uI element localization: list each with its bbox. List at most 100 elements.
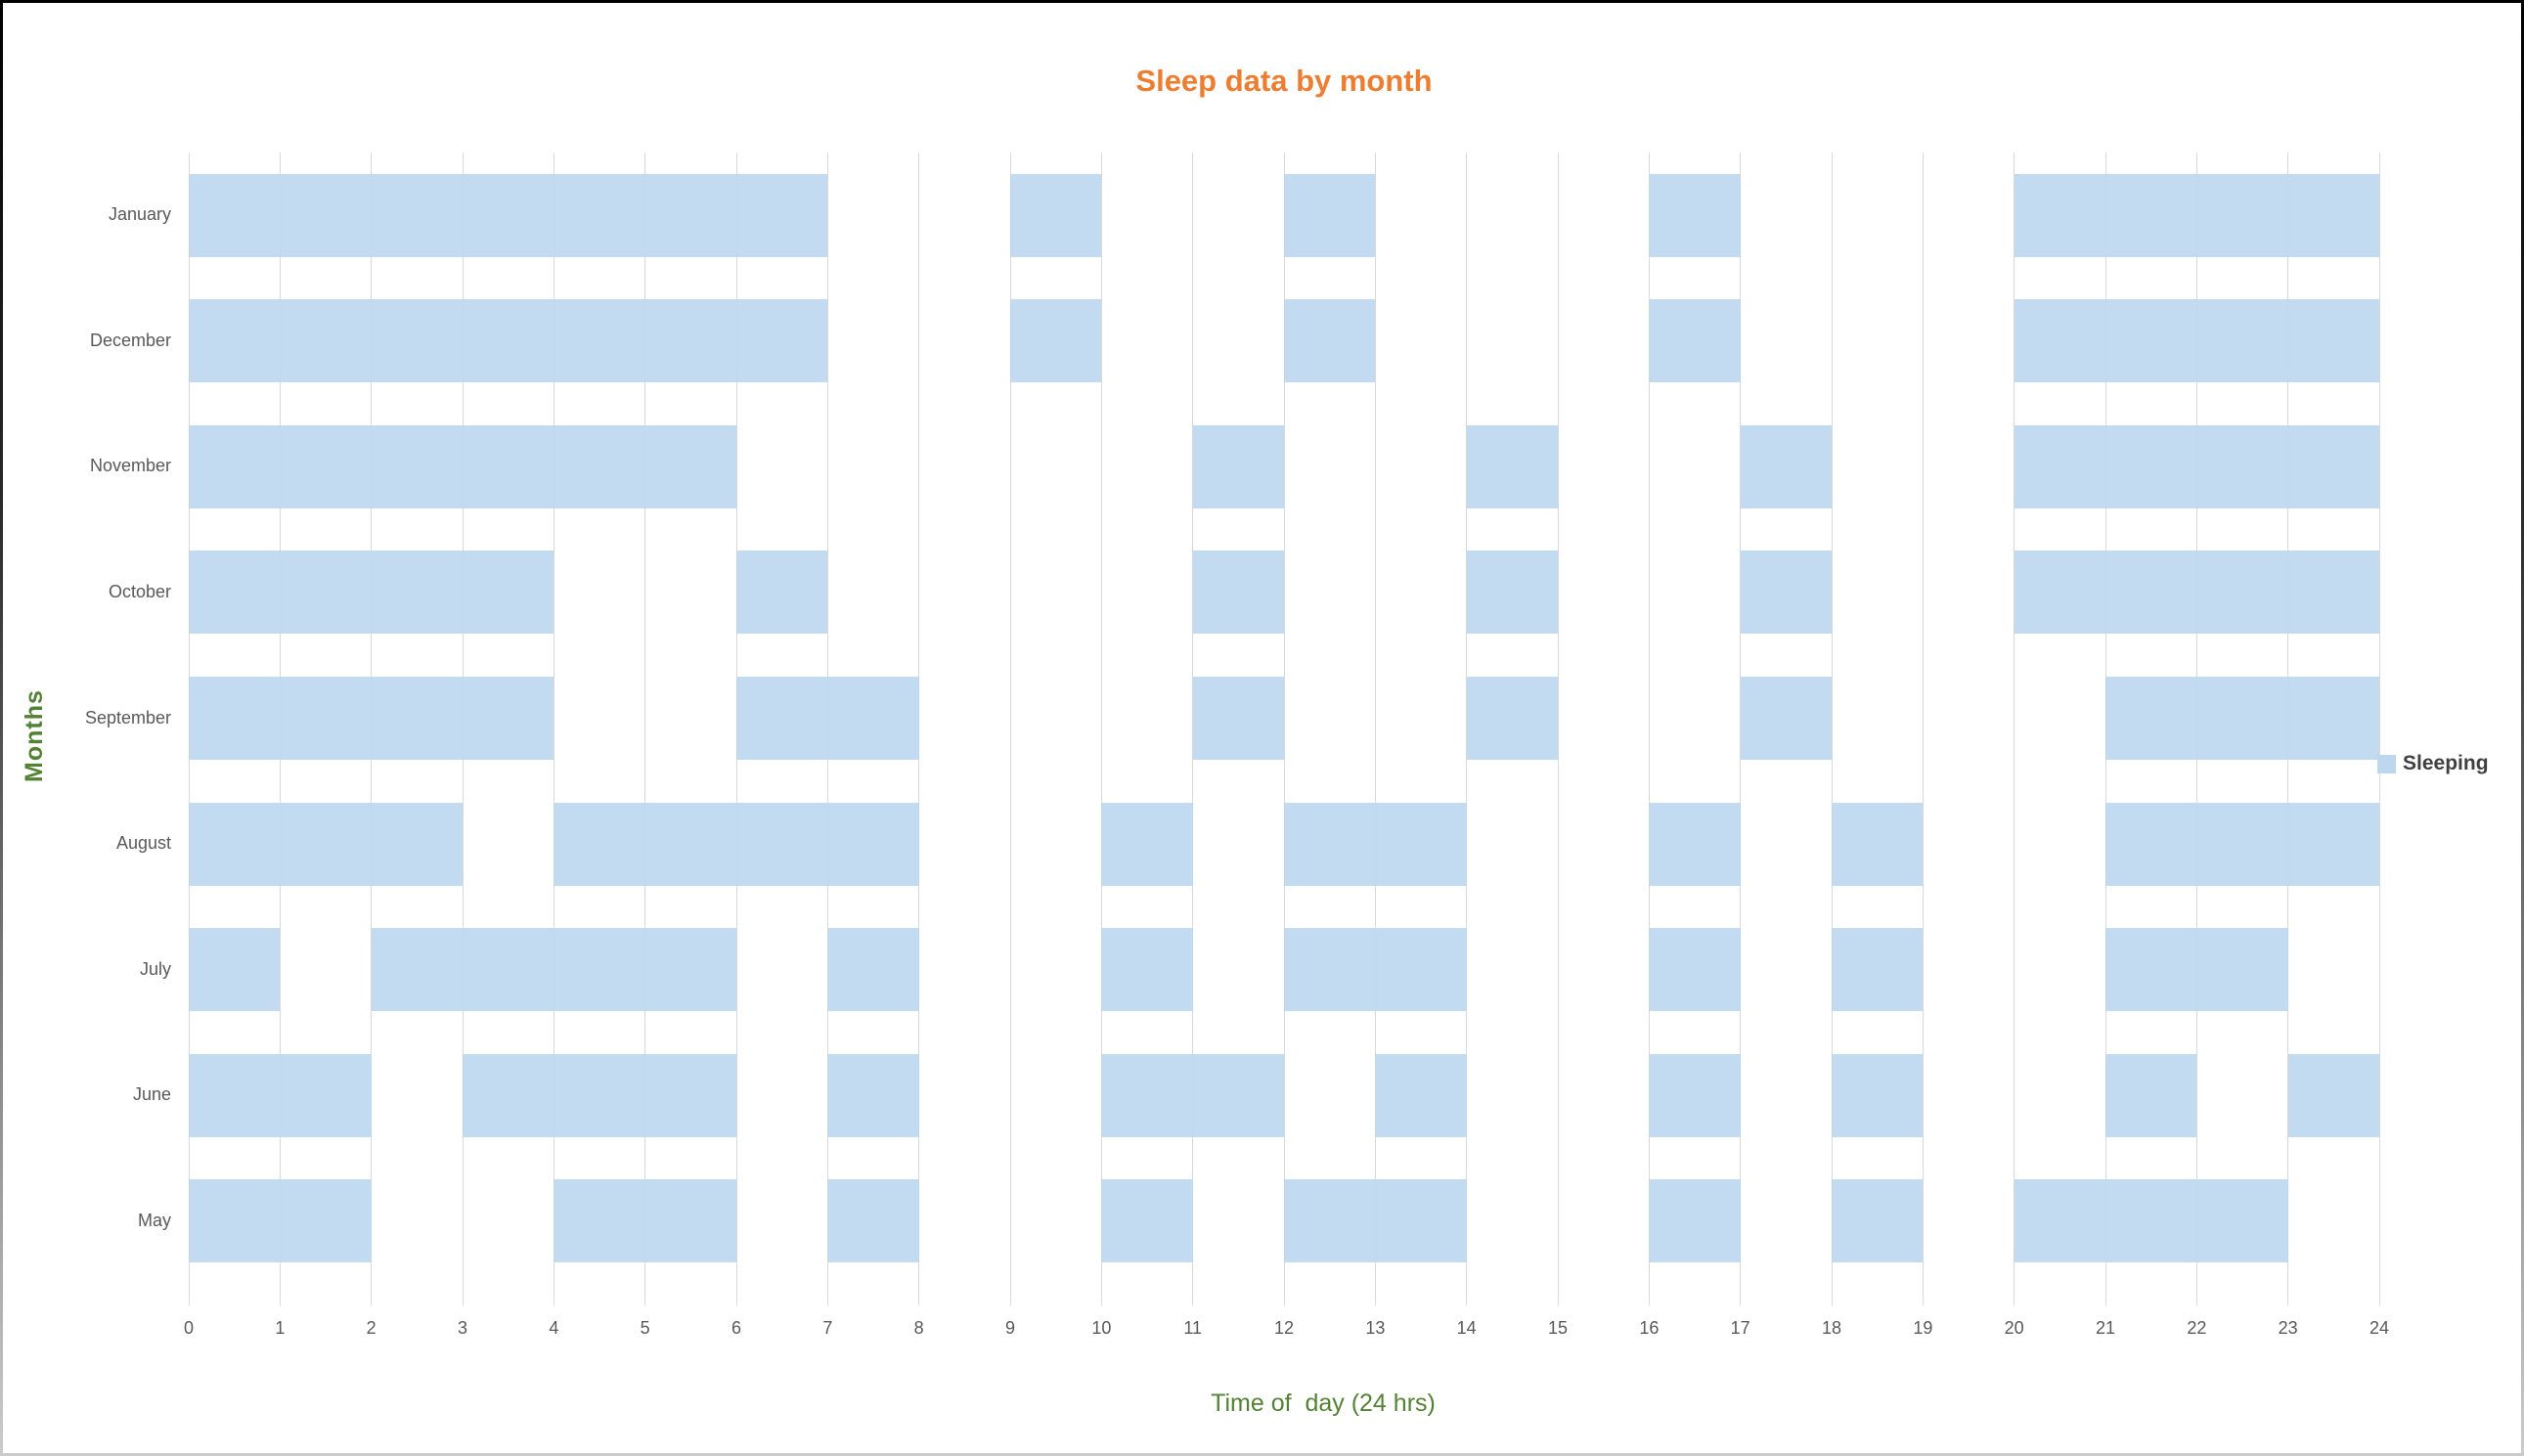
- sleep-bar-september-21-24: [2105, 677, 2379, 760]
- legend: Sleeping: [2377, 752, 2489, 775]
- x-tick-label-14: 14: [1456, 1318, 1477, 1338]
- sleep-bar-july-18-19: [1832, 928, 1924, 1012]
- x-tick-label-7: 7: [822, 1318, 833, 1338]
- sleep-bar-june-13-14: [1375, 1053, 1467, 1137]
- sleep-bar-july-12-14: [1284, 928, 1467, 1012]
- x-tick-label-23: 23: [2278, 1318, 2298, 1338]
- gridline-hour-13: [1374, 153, 1376, 1305]
- y-tick-label-july: July: [139, 958, 171, 979]
- sleep-bar-october-14-15: [1466, 551, 1558, 635]
- gridline-hour-10: [1100, 153, 1102, 1305]
- sleep-bar-june-18-19: [1832, 1053, 1924, 1137]
- x-tick-label-4: 4: [549, 1318, 559, 1338]
- sleep-bar-december-20-24: [2014, 299, 2379, 383]
- sleep-bar-july-21-23: [2105, 928, 2288, 1012]
- gridline-hour-16: [1648, 153, 1650, 1305]
- x-tick-label-22: 22: [2187, 1318, 2207, 1338]
- sleep-bar-december-9-10: [1010, 299, 1102, 383]
- sleep-bar-november-11-12: [1192, 424, 1284, 508]
- sleep-bar-august-16-17: [1649, 802, 1741, 886]
- x-tick-label-16: 16: [1639, 1318, 1660, 1338]
- sleep-bar-may-0-2: [189, 1179, 372, 1263]
- sleep-bar-september-0-4: [189, 677, 554, 760]
- y-axis-title: Months: [21, 689, 48, 783]
- x-tick-label-18: 18: [1821, 1318, 1842, 1338]
- sleep-bar-july-0-1: [189, 928, 281, 1012]
- chart-canvas: Sleep data by month January December Novem…: [3, 3, 2521, 1453]
- x-tick-label-10: 10: [1091, 1318, 1112, 1338]
- sleep-bar-november-20-24: [2014, 424, 2379, 508]
- sleep-bar-january-9-10: [1010, 173, 1102, 257]
- y-tick-label-may: May: [137, 1210, 171, 1230]
- legend-label: Sleeping: [2403, 752, 2489, 774]
- x-tick-label-1: 1: [275, 1318, 286, 1338]
- plot-area: 0 1 2 3 4 5 6 7 8 9 10 11 12 13 14 15 16 17 18 19 20 21 22 23 24: [184, 153, 2389, 1338]
- sleep-bar-august-10-11: [1101, 802, 1193, 886]
- x-axis-title: Time of day (24 hrs): [1211, 1390, 1436, 1417]
- x-tick-label-3: 3: [457, 1318, 468, 1338]
- sleep-bar-june-23-24: [2287, 1053, 2379, 1137]
- legend-swatch-icon: [2377, 754, 2396, 773]
- sleep-bar-may-7-8: [827, 1179, 919, 1263]
- y-tick-label-january: January: [108, 204, 171, 225]
- gridline-hour-9: [1009, 153, 1011, 1305]
- sleep-bar-july-10-11: [1101, 928, 1193, 1012]
- sleep-bar-november-0-6: [189, 424, 736, 508]
- gridline-hour-8: [918, 153, 920, 1305]
- sleep-bar-june-16-17: [1649, 1053, 1741, 1137]
- sleep-bar-may-20-23: [2014, 1179, 2288, 1263]
- sleep-bar-october-6-7: [736, 551, 828, 635]
- sleep-bar-september-11-12: [1192, 677, 1284, 760]
- sleep-bar-july-7-8: [827, 928, 919, 1012]
- sleep-bar-october-0-4: [189, 551, 554, 635]
- sleep-bar-may-4-6: [554, 1179, 736, 1263]
- sleep-bar-september-6-8: [736, 677, 919, 760]
- x-tick-label-12: 12: [1273, 1318, 1295, 1338]
- sleep-bar-june-0-2: [189, 1053, 372, 1137]
- x-tick-label-20: 20: [2004, 1318, 2024, 1338]
- chart-title: Sleep data by month: [1135, 64, 1433, 98]
- gridline-hour-15: [1557, 153, 1559, 1305]
- sleep-bar-june-10-12: [1101, 1053, 1284, 1137]
- x-tick-label-0: 0: [183, 1318, 195, 1338]
- sleep-bar-october-20-24: [2014, 551, 2379, 635]
- y-tick-label-december: December: [89, 330, 171, 350]
- sleep-bar-december-12-13: [1284, 299, 1376, 383]
- sleep-bar-may-12-14: [1284, 1179, 1467, 1263]
- gridline-hour-20: [2014, 153, 2015, 1305]
- x-tick-label-13: 13: [1365, 1318, 1386, 1338]
- y-tick-label-june: June: [132, 1084, 171, 1105]
- sleep-bar-june-3-6: [463, 1053, 736, 1137]
- y-axis-tick-labels: January December November October September A…: [3, 153, 171, 1284]
- x-tick-label-17: 17: [1730, 1318, 1750, 1338]
- gridline-hour-19: [1922, 153, 1924, 1305]
- sleep-bar-august-12-14: [1284, 802, 1467, 886]
- x-tick-label-5: 5: [640, 1318, 650, 1338]
- x-tick-label-21: 21: [2095, 1318, 2116, 1338]
- sleep-bar-november-17-18: [1740, 424, 1832, 508]
- sleep-bar-july-2-6: [371, 928, 736, 1012]
- x-tick-label-15: 15: [1547, 1318, 1569, 1338]
- sleep-bar-january-20-24: [2014, 173, 2379, 257]
- sleep-bar-june-7-8: [827, 1053, 919, 1137]
- x-tick-label-8: 8: [913, 1318, 924, 1338]
- sleep-bar-november-14-15: [1466, 424, 1558, 508]
- x-tick-label-19: 19: [1913, 1318, 1933, 1338]
- sleep-bar-august-0-3: [189, 802, 463, 886]
- x-tick-label-24: 24: [2369, 1318, 2390, 1338]
- gridline-hour-24: [2378, 153, 2380, 1305]
- sleep-bar-september-14-15: [1466, 677, 1558, 760]
- y-tick-label-september: September: [84, 707, 171, 728]
- gridline-hour-12: [1283, 153, 1285, 1305]
- gridline-hour-5: [644, 153, 646, 1305]
- sleep-bar-may-16-17: [1649, 1179, 1741, 1263]
- x-tick-label-9: 9: [1004, 1318, 1016, 1338]
- sleep-bar-august-21-24: [2105, 802, 2379, 886]
- sleep-bar-january-0-7: [189, 173, 828, 257]
- sleep-bar-august-18-19: [1832, 802, 1924, 886]
- y-tick-label-august: August: [115, 833, 171, 854]
- sleep-bar-september-17-18: [1740, 677, 1832, 760]
- sleep-bar-august-4-8: [554, 802, 919, 886]
- sleep-bar-december-16-17: [1649, 299, 1741, 383]
